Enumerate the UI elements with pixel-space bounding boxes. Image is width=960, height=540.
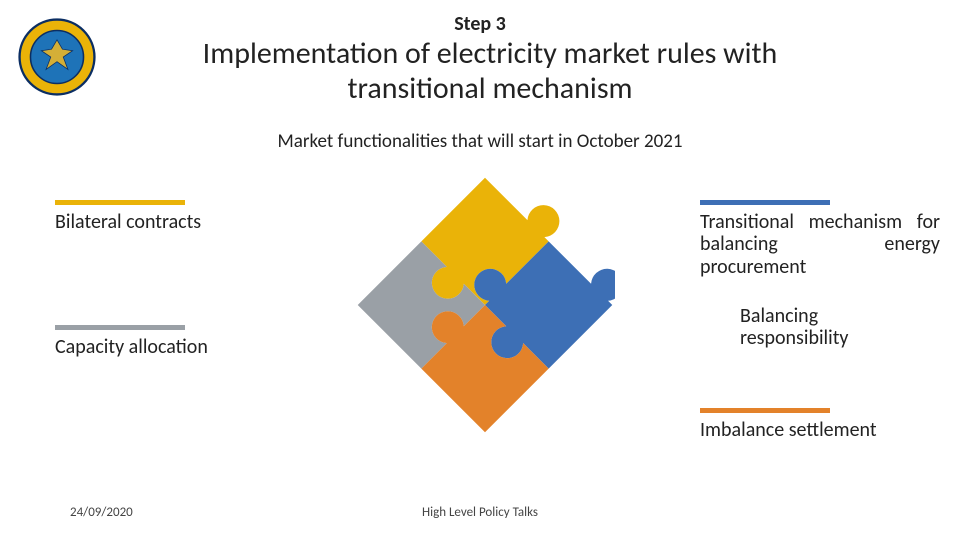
callout-text: Transitional mechanism for balancing ene… [700, 211, 940, 278]
footer-title: High Level Policy Talks [0, 505, 960, 520]
puzzle-diagram [355, 175, 615, 435]
callout-bar [700, 200, 830, 205]
callout-text: Capacity allocation [55, 336, 215, 358]
callout-balancing-responsibility: Balancing responsibility [740, 305, 930, 350]
page-title: Implementation of electricity market rul… [150, 36, 830, 107]
callout-bar [55, 200, 185, 205]
page-subtitle: Market functionalities that will start i… [0, 130, 960, 153]
callout-text: Balancing responsibility [740, 305, 930, 350]
callout-text: Imbalance settlement [700, 419, 900, 441]
callout-bilateral-contracts: Bilateral contracts [55, 200, 215, 233]
callout-text: Bilateral contracts [55, 211, 215, 233]
callout-imbalance-settlement: Imbalance settlement [700, 408, 900, 441]
callout-bar [700, 408, 830, 413]
callout-capacity-allocation: Capacity allocation [55, 325, 215, 358]
step-label: Step 3 [0, 12, 960, 36]
callout-transitional-mechanism: Transitional mechanism for balancing ene… [700, 200, 940, 278]
callout-bar [55, 325, 185, 330]
